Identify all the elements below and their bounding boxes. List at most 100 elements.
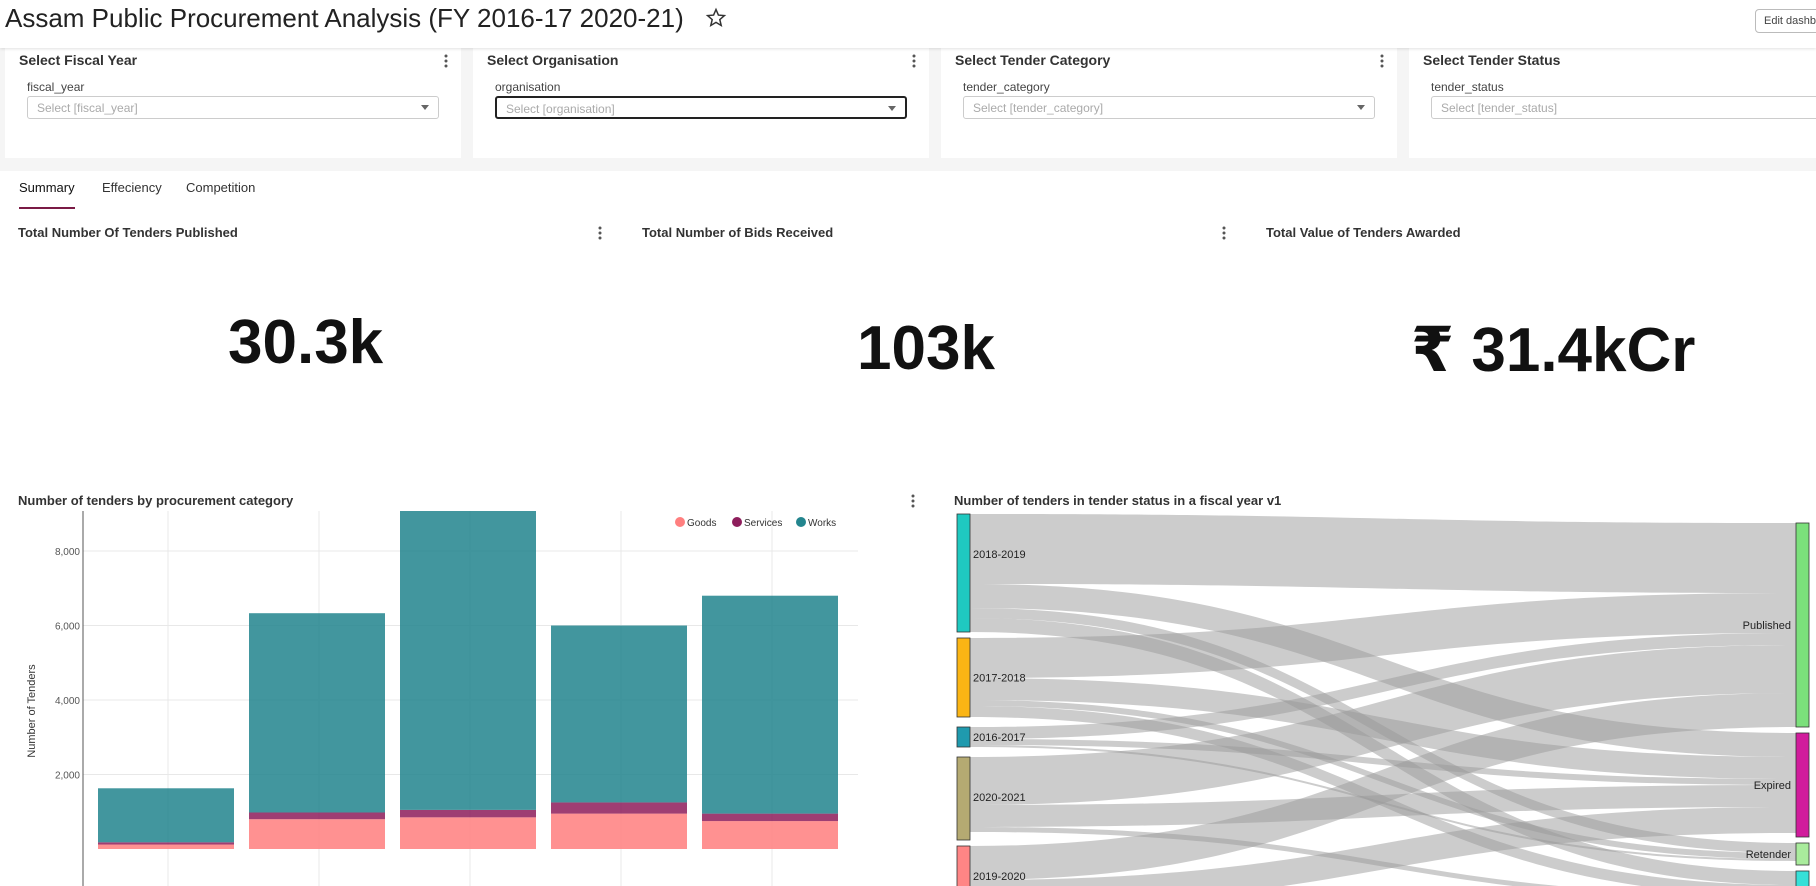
filter-card-fiscal-year: Select Fiscal Year fiscal_year Select [f… [5, 48, 461, 158]
tab-effeciency[interactable]: Effeciency [102, 180, 162, 195]
filter-card-tender-status: Select Tender Status tender_status Selec… [1409, 48, 1816, 158]
y-tick-label: 4,000 [55, 696, 80, 707]
y-tick-label: 8,000 [55, 547, 80, 558]
bar-services [249, 812, 385, 820]
bar-goods [400, 817, 536, 849]
fiscal-year-select[interactable]: Select [fiscal_year] [27, 96, 439, 119]
kpi-value: 30.3k [228, 308, 384, 377]
kpi-title: Total Number of Bids Received [642, 225, 834, 240]
sankey-link [970, 785, 1796, 827]
sankey-source-node [956, 513, 971, 633]
more-options-icon[interactable] [444, 54, 448, 68]
chevron-down-icon [421, 105, 429, 110]
sankey-target-node [1795, 522, 1810, 728]
favorite-star-icon[interactable] [704, 6, 728, 30]
bar-goods [702, 821, 838, 849]
bar-services [98, 842, 234, 845]
sankey-link [970, 827, 1560, 886]
filter-card-organisation: Select Organisation organisation Select … [473, 48, 929, 158]
select-placeholder: Select [tender_category] [973, 101, 1104, 115]
legend-label-services: Services [744, 518, 782, 529]
bar-goods [551, 813, 687, 849]
active-tab-indicator [19, 207, 75, 209]
chevron-down-icon [1357, 105, 1365, 110]
sankey-link [970, 593, 1796, 678]
filter-title: Select Organisation [487, 52, 619, 68]
legend-marker-services [732, 517, 742, 527]
more-options-icon[interactable] [1380, 54, 1384, 68]
sankey-link [970, 618, 1796, 885]
tab-summary[interactable]: Summary [19, 180, 75, 195]
bar-services [702, 813, 838, 822]
dashboard-content: Summary Effeciency Competition Total Num… [0, 171, 1816, 886]
select-placeholder: Select [organisation] [506, 102, 615, 116]
filter-title: Select Fiscal Year [19, 52, 138, 68]
sankey-source-node [956, 637, 971, 718]
more-options-icon[interactable] [1222, 226, 1226, 240]
chart-title: Number of tenders in tender status in a … [954, 493, 1282, 508]
sankey-link [970, 514, 1796, 593]
bar-works [551, 625, 687, 803]
select-placeholder: Select [tender_status] [1441, 101, 1558, 115]
sankey-target-label: Published [1743, 620, 1791, 632]
legend-marker-goods [675, 517, 685, 527]
tender-status-sankey-chart: 2018-2019 2017-2018 2016-2017 2020-2021 2019… [956, 513, 1810, 886]
filter-label: organisation [495, 80, 561, 94]
sankey-source-label: 2018-2019 [973, 549, 1026, 561]
y-tick-label: 6,000 [55, 622, 80, 633]
sankey-link [970, 645, 1796, 805]
organisation-select[interactable]: Select [organisation] [495, 96, 907, 119]
bar-services [551, 802, 687, 814]
filter-label: tender_category [963, 80, 1050, 94]
more-options-icon[interactable] [912, 54, 916, 68]
sankey-source-label: 2020-2021 [973, 792, 1026, 804]
bar-services [400, 809, 536, 818]
sankey-source-node [956, 726, 971, 748]
more-options-icon[interactable] [911, 494, 915, 508]
tab-competition[interactable]: Competition [186, 180, 256, 195]
filter-label: tender_status [1431, 80, 1504, 94]
sankey-source-label: 2016-2017 [973, 732, 1026, 744]
sankey-link [970, 633, 1796, 739]
filter-label: fiscal_year [27, 80, 85, 94]
more-options-icon[interactable] [598, 226, 602, 240]
y-tick-label: 2,000 [55, 771, 80, 782]
procurement-category-bar-chart: 2,000 4,000 6,000 8,000 Number of Tenders Goo… [26, 511, 858, 886]
select-placeholder: Select [fiscal_year] [37, 101, 138, 115]
sankey-target-node [1795, 732, 1810, 838]
y-axis-label: Number of Tenders [26, 664, 38, 758]
sankey-source-node [956, 756, 971, 841]
sankey-link [970, 693, 1796, 880]
sankey-source-label: 2017-2018 [973, 673, 1026, 685]
kpi-value: 103k [857, 314, 995, 383]
sankey-target-node [1795, 870, 1810, 886]
tender-status-select[interactable]: Select [tender_status] [1431, 96, 1816, 119]
bar-works [98, 788, 234, 843]
bar-goods [98, 844, 234, 849]
sankey-link [970, 739, 1796, 785]
dashboard-title: Assam Public Procurement Analysis (FY 20… [5, 3, 684, 33]
filter-title: Select Tender Category [955, 52, 1111, 68]
dashboard-header: Assam Public Procurement Analysis (FY 20… [0, 0, 1816, 48]
kpi-value: ₹ 31.4kCr [1411, 316, 1696, 385]
bar-works [400, 511, 536, 810]
chevron-down-icon [888, 106, 896, 111]
legend-label-goods: Goods [687, 518, 716, 529]
kpi-title: Total Number Of Tenders Published [18, 225, 238, 240]
legend-marker-works [796, 517, 806, 527]
bar-works [702, 595, 838, 814]
sankey-link [970, 807, 1796, 886]
kpi-title: Total Value of Tenders Awarded [1266, 225, 1461, 240]
filter-card-tender-category: Select Tender Category tender_category S… [941, 48, 1397, 158]
sankey-target-node [1795, 842, 1810, 866]
sankey-source-label: 2019-2020 [973, 871, 1026, 883]
chart-title: Number of tenders by procurement categor… [18, 493, 294, 508]
legend-label-works: Works [808, 518, 836, 529]
filter-title: Select Tender Status [1423, 52, 1561, 68]
sankey-link [970, 584, 1796, 757]
tender-category-select[interactable]: Select [tender_category] [963, 96, 1375, 119]
sankey-source-node [956, 845, 971, 886]
edit-dashboard-button[interactable]: Edit dashboard [1755, 9, 1816, 33]
sankey-target-label: Retender [1746, 849, 1792, 861]
sankey-target-label: Expired [1754, 780, 1791, 792]
